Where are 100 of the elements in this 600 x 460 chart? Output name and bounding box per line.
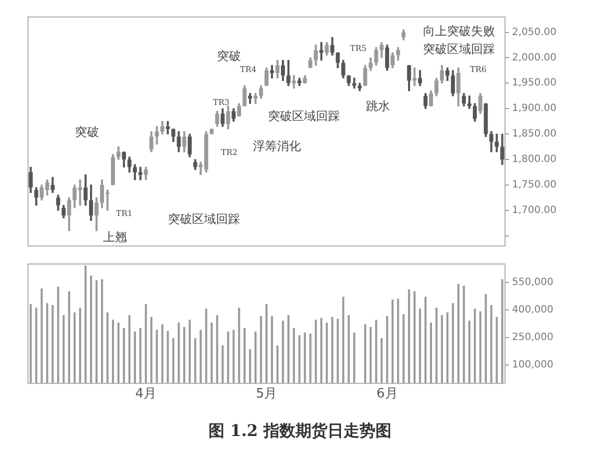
- annotation: TR3: [213, 98, 230, 108]
- annotation: 上翘: [103, 230, 127, 244]
- bar: [144, 304, 147, 384]
- bar: [227, 332, 230, 384]
- bar: [112, 320, 114, 384]
- annotation: 突破区域回踩: [168, 212, 240, 226]
- bar: [188, 320, 191, 384]
- bar: [68, 291, 70, 384]
- bar: [260, 316, 262, 384]
- bar: [194, 338, 196, 384]
- y-tick-label: 1,850.00: [512, 128, 557, 140]
- bar: [172, 338, 174, 384]
- bar: [320, 318, 322, 384]
- bar: [418, 308, 422, 384]
- bar: [380, 338, 383, 384]
- bar: [501, 279, 504, 384]
- bar: [375, 320, 378, 384]
- bar: [270, 316, 274, 384]
- annotation: 跳水: [366, 99, 390, 114]
- bar: [353, 332, 356, 384]
- bar: [462, 286, 465, 384]
- y-tick-label: 400,000: [512, 304, 554, 316]
- bar: [276, 345, 278, 384]
- bar: [430, 322, 432, 384]
- annotation: 突破: [75, 125, 99, 140]
- bar: [326, 322, 328, 384]
- y-tick-label: 550,000: [512, 276, 554, 288]
- bar: [205, 308, 208, 384]
- bar: [74, 312, 76, 384]
- x-tick-label: 4月: [135, 386, 157, 402]
- x-tick-label: 6月: [376, 386, 398, 402]
- bar: [348, 315, 350, 384]
- bar: [210, 322, 213, 384]
- bar: [79, 308, 82, 384]
- annotation: TR1: [116, 209, 132, 218]
- y-tick-label: 1,700.00: [512, 204, 557, 216]
- bar: [57, 286, 60, 384]
- bar: [282, 320, 284, 384]
- bar: [222, 345, 224, 384]
- bar: [161, 324, 164, 384]
- bar: [139, 328, 142, 384]
- annotation: TR2: [221, 148, 238, 158]
- bar: [479, 311, 482, 384]
- bar: [314, 320, 317, 384]
- y-tick-label: 1,900.00: [512, 103, 557, 114]
- text: 图 1.2 指数期货日走势图: [208, 421, 392, 442]
- candlestick: [352, 78, 356, 89]
- bar: [414, 291, 416, 384]
- bar: [238, 308, 240, 384]
- bar: [183, 327, 186, 384]
- bar: [342, 296, 344, 384]
- bar: [474, 308, 476, 384]
- bar: [244, 328, 246, 384]
- annotation: TR6: [470, 65, 486, 74]
- y-tick-label: 2,000.00: [512, 52, 557, 64]
- bar: [331, 316, 334, 384]
- bar: [84, 266, 87, 384]
- bar: [446, 312, 448, 384]
- bar: [402, 314, 405, 384]
- bar: [440, 315, 443, 384]
- bar: [484, 294, 487, 384]
- bar: [106, 312, 109, 384]
- bar: [117, 322, 120, 384]
- bar: [386, 316, 388, 384]
- bar: [336, 318, 339, 384]
- bar: [457, 284, 460, 384]
- annotation: 突破区域回踩: [268, 109, 340, 124]
- annotation: 浮筹消化: [253, 139, 301, 154]
- bar: [40, 288, 43, 384]
- bar: [90, 276, 92, 384]
- bar: [46, 303, 48, 384]
- bar: [134, 332, 136, 384]
- bar: [249, 349, 252, 384]
- bar: [52, 305, 54, 384]
- bar: [309, 333, 312, 384]
- x-tick-label: 5月: [256, 386, 278, 402]
- bar: [468, 320, 470, 384]
- y-tick-label: 1,750.00: [512, 180, 557, 191]
- annotation: TR5: [350, 44, 366, 54]
- bar: [298, 335, 300, 384]
- bar: [408, 289, 410, 384]
- bar: [150, 316, 152, 384]
- bar: [424, 296, 427, 384]
- bar: [30, 304, 32, 384]
- bar: [96, 280, 98, 384]
- bar: [490, 305, 492, 384]
- bar: [397, 298, 400, 384]
- bar: [216, 315, 218, 384]
- bar: [287, 315, 290, 384]
- bar: [304, 332, 306, 384]
- y-tick-label: 1,950.00: [512, 78, 557, 89]
- bar: [122, 328, 125, 384]
- bar: [364, 324, 366, 384]
- bar: [166, 330, 169, 384]
- bar: [370, 327, 372, 384]
- y-tick-label: 1,800.00: [512, 154, 557, 166]
- bar: [100, 279, 104, 384]
- bar: [265, 304, 268, 384]
- bar: [178, 322, 180, 384]
- annotation: 向上突破失败: [423, 24, 495, 38]
